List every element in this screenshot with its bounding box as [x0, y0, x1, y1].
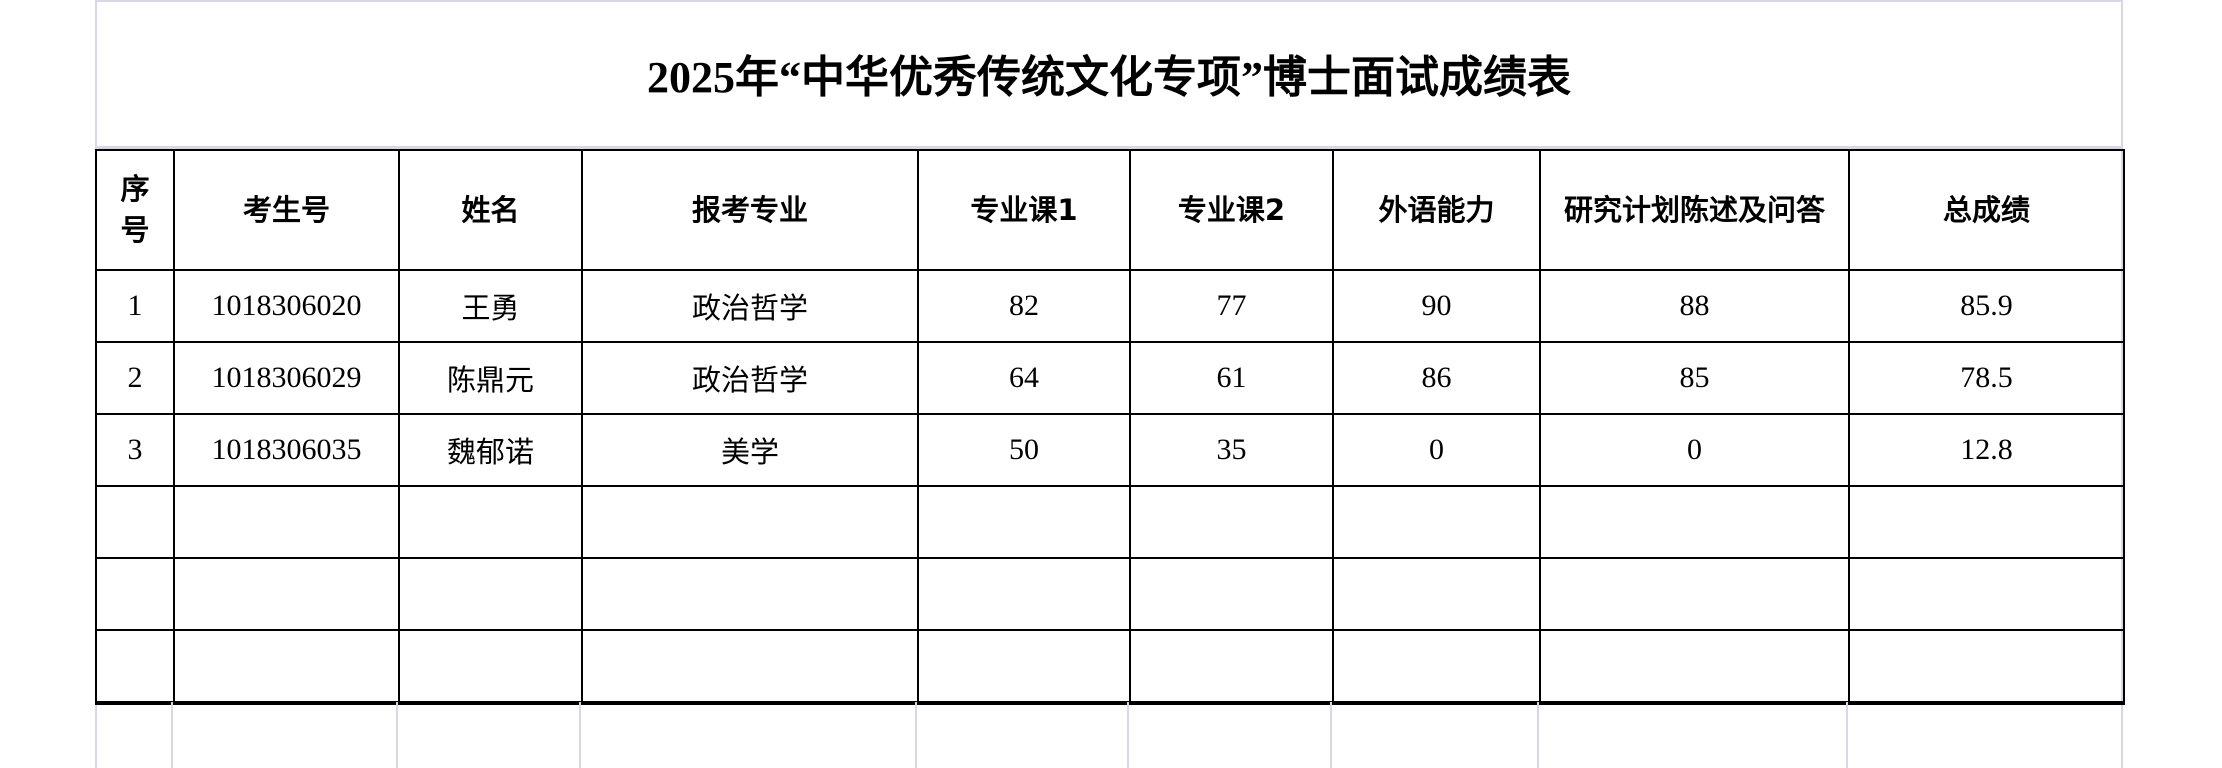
cell-name[interactable]: 魏郁诺 [398, 413, 583, 487]
cell-language[interactable]: 90 [1332, 269, 1541, 343]
cell-major[interactable] [581, 557, 919, 631]
header-course1[interactable]: 专业课1 [917, 149, 1131, 271]
table-row [95, 485, 2125, 559]
cell-exam-id[interactable] [173, 485, 400, 559]
cell-language[interactable] [1332, 485, 1541, 559]
cell-total[interactable] [1848, 557, 2125, 631]
cell-total[interactable] [1848, 485, 2125, 559]
cell-research-plan[interactable]: 85 [1539, 341, 1850, 415]
cell-course1[interactable] [917, 629, 1131, 705]
cell-exam-id[interactable] [173, 557, 400, 631]
cell-course1[interactable]: 50 [917, 413, 1131, 487]
cell-research-plan[interactable]: 0 [1539, 413, 1850, 487]
cell-research-plan[interactable] [1539, 485, 1850, 559]
cell-exam-id[interactable]: 1018306029 [173, 341, 400, 415]
cell-index[interactable] [95, 485, 175, 559]
cell-course2[interactable] [1129, 557, 1334, 631]
page-title: 2025年“中华优秀传统文化专项”博士面试成绩表 [95, 0, 2123, 149]
grid-cell[interactable] [1539, 702, 1848, 768]
cell-language[interactable] [1332, 557, 1541, 631]
grid-cell[interactable] [917, 702, 1129, 768]
header-course2[interactable]: 专业课2 [1129, 149, 1334, 271]
cell-name[interactable]: 陈鼎元 [398, 341, 583, 415]
grid-cell[interactable] [1848, 702, 2123, 768]
cell-language[interactable]: 86 [1332, 341, 1541, 415]
cell-index[interactable] [95, 629, 175, 705]
header-index[interactable]: 序号 [95, 149, 175, 271]
empty-grid-area [95, 702, 2123, 768]
header-total[interactable]: 总成绩 [1848, 149, 2125, 271]
grid-cell[interactable] [1332, 702, 1539, 768]
cell-exam-id[interactable] [173, 629, 400, 705]
cell-language[interactable] [1332, 629, 1541, 705]
cell-index[interactable]: 1 [95, 269, 175, 343]
header-language[interactable]: 外语能力 [1332, 149, 1541, 271]
grid-cell[interactable] [173, 702, 398, 768]
header-exam-id[interactable]: 考生号 [173, 149, 400, 271]
cell-course2[interactable]: 35 [1129, 413, 1334, 487]
cell-total[interactable]: 85.9 [1848, 269, 2125, 343]
cell-course2[interactable]: 61 [1129, 341, 1334, 415]
cell-major[interactable] [581, 485, 919, 559]
cell-course2[interactable] [1129, 629, 1334, 705]
cell-name[interactable] [398, 629, 583, 705]
cell-course2[interactable]: 77 [1129, 269, 1334, 343]
cell-total[interactable]: 12.8 [1848, 413, 2125, 487]
cell-course1[interactable]: 64 [917, 341, 1131, 415]
score-table: 序号 考生号 姓名 报考专业 专业课1 专业课2 外语能力 研究计划陈述及问答 … [95, 149, 2125, 705]
cell-name[interactable] [398, 557, 583, 631]
header-major[interactable]: 报考专业 [581, 149, 919, 271]
grid-cell[interactable] [95, 702, 173, 768]
header-row: 序号 考生号 姓名 报考专业 专业课1 专业课2 外语能力 研究计划陈述及问答 … [95, 149, 2125, 271]
grid-cell[interactable] [1129, 702, 1332, 768]
cell-index[interactable]: 3 [95, 413, 175, 487]
cell-major[interactable]: 美学 [581, 413, 919, 487]
cell-index[interactable] [95, 557, 175, 631]
cell-research-plan[interactable] [1539, 629, 1850, 705]
cell-course1[interactable]: 82 [917, 269, 1131, 343]
cell-total[interactable]: 78.5 [1848, 341, 2125, 415]
cell-research-plan[interactable] [1539, 557, 1850, 631]
cell-name[interactable] [398, 485, 583, 559]
cell-research-plan[interactable]: 88 [1539, 269, 1850, 343]
cell-major[interactable]: 政治哲学 [581, 341, 919, 415]
cell-language[interactable]: 0 [1332, 413, 1541, 487]
cell-major[interactable]: 政治哲学 [581, 269, 919, 343]
cell-course2[interactable] [1129, 485, 1334, 559]
cell-name[interactable]: 王勇 [398, 269, 583, 343]
cell-exam-id[interactable]: 1018306035 [173, 413, 400, 487]
grid-cell[interactable] [581, 702, 917, 768]
cell-course1[interactable] [917, 485, 1131, 559]
table-row: 3 1018306035 魏郁诺 美学 50 35 0 0 12.8 [95, 413, 2125, 487]
grid-cell[interactable] [398, 702, 581, 768]
cell-total[interactable] [1848, 629, 2125, 705]
cell-exam-id[interactable]: 1018306020 [173, 269, 400, 343]
cell-index[interactable]: 2 [95, 341, 175, 415]
table-row: 2 1018306029 陈鼎元 政治哲学 64 61 86 85 78.5 [95, 341, 2125, 415]
table-row: 1 1018306020 王勇 政治哲学 82 77 90 88 85.9 [95, 269, 2125, 343]
cell-major[interactable] [581, 629, 919, 705]
table-row [95, 557, 2125, 631]
header-research-plan[interactable]: 研究计划陈述及问答 [1539, 149, 1850, 271]
table-row [95, 629, 2125, 705]
header-name[interactable]: 姓名 [398, 149, 583, 271]
cell-course1[interactable] [917, 557, 1131, 631]
